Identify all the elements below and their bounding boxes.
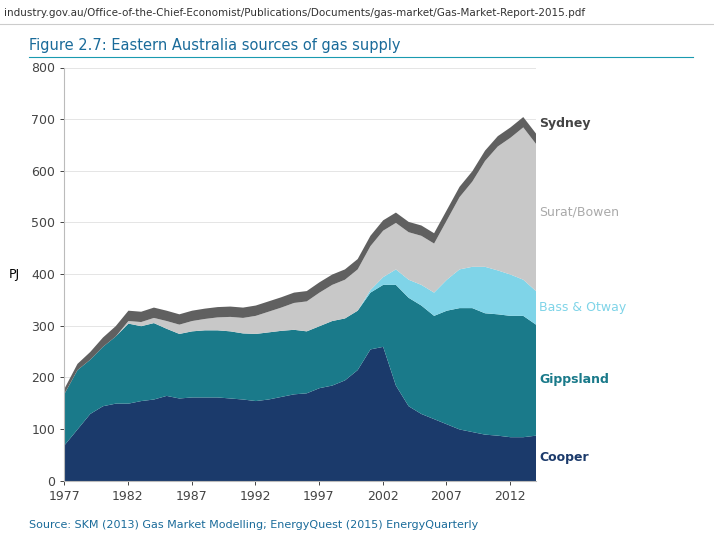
Text: Surat/Bowen: Surat/Bowen xyxy=(539,205,619,218)
Text: industry.gov.au/Office-of-the-Chief-Economist/Publications/Documents/gas-market/: industry.gov.au/Office-of-the-Chief-Econ… xyxy=(4,8,585,18)
Text: Figure 2.7: Eastern Australia sources of gas supply: Figure 2.7: Eastern Australia sources of… xyxy=(29,38,400,53)
Text: Gippsland: Gippsland xyxy=(539,373,609,386)
Text: Cooper: Cooper xyxy=(539,451,589,464)
Text: Sydney: Sydney xyxy=(539,118,590,131)
Y-axis label: PJ: PJ xyxy=(9,267,20,281)
Text: Bass & Otway: Bass & Otway xyxy=(539,301,627,314)
Text: Source: SKM (2013) Gas Market Modelling; EnergyQuest (2015) EnergyQuarterly: Source: SKM (2013) Gas Market Modelling;… xyxy=(29,520,478,530)
